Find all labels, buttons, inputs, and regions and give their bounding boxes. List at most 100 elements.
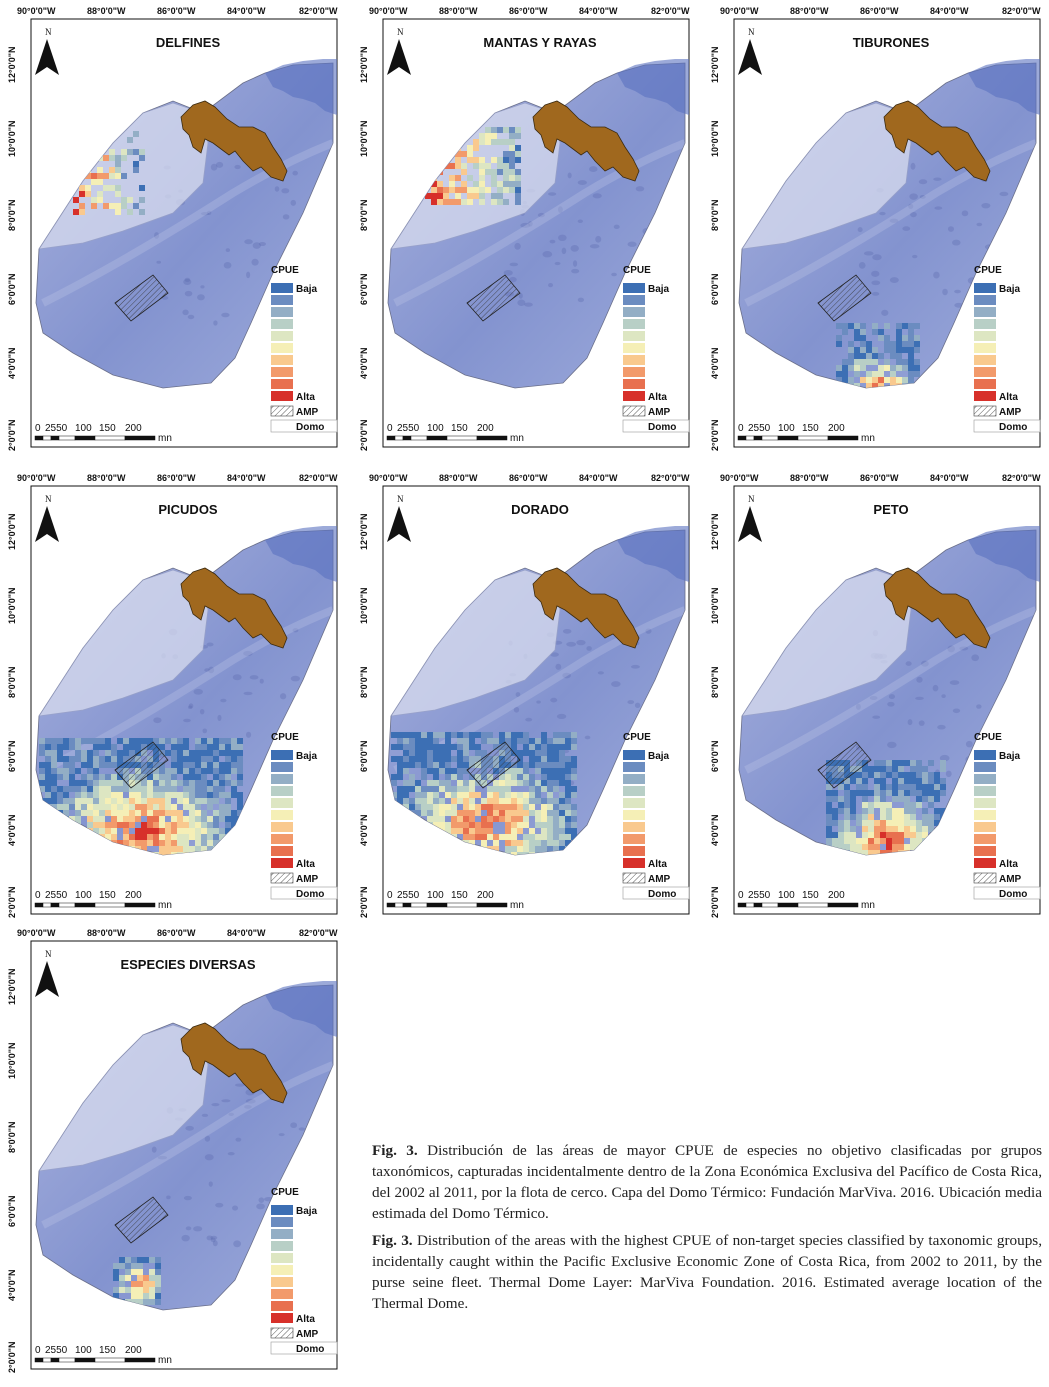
cpue-cell bbox=[880, 826, 886, 832]
cpue-cell bbox=[165, 804, 171, 810]
cpue-cell bbox=[57, 804, 63, 810]
cpue-cell bbox=[433, 768, 439, 774]
cpue-cell bbox=[872, 383, 878, 388]
cpue-cell bbox=[896, 353, 902, 359]
legend-swatch bbox=[623, 343, 645, 353]
scale-tick-label: 100 bbox=[75, 890, 92, 901]
cpue-cell bbox=[559, 810, 565, 816]
cpue-cell bbox=[201, 750, 207, 756]
cpue-cell bbox=[880, 778, 886, 784]
cpue-cell bbox=[872, 371, 878, 377]
cpue-cell bbox=[159, 834, 165, 840]
scale-tick-label: 100 bbox=[778, 890, 795, 901]
cpue-cell bbox=[904, 802, 910, 808]
cpue-cell bbox=[854, 371, 860, 377]
cpue-cell bbox=[868, 790, 874, 796]
cpue-cell bbox=[902, 377, 908, 383]
lon-tick-label: 90°0'0"W bbox=[720, 6, 759, 16]
cpue-cell bbox=[171, 786, 177, 792]
cpue-cell bbox=[565, 732, 571, 738]
cpue-cell bbox=[553, 768, 559, 774]
legend-swatch bbox=[623, 774, 645, 784]
lon-tick-label: 88°0'0"W bbox=[790, 473, 829, 483]
cpue-cell bbox=[103, 185, 109, 191]
cpue-cell bbox=[451, 816, 457, 822]
cpue-cell bbox=[832, 796, 838, 802]
cpue-cell bbox=[409, 780, 415, 786]
cpue-cell bbox=[487, 816, 493, 822]
cpue-cell bbox=[874, 766, 880, 772]
cpue-cell bbox=[79, 191, 85, 197]
scale-segment bbox=[50, 902, 60, 908]
cpue-cell bbox=[137, 1263, 143, 1269]
cpue-cell bbox=[487, 786, 493, 792]
cpue-cell bbox=[928, 772, 934, 778]
cpue-cell bbox=[872, 347, 878, 353]
legend-swatch bbox=[271, 1313, 293, 1323]
cpue-cell bbox=[105, 822, 111, 828]
cpue-cell bbox=[207, 744, 213, 750]
cpue-cell bbox=[183, 786, 189, 792]
cpue-cell bbox=[892, 766, 898, 772]
legend-amp-label: AMP bbox=[648, 874, 671, 885]
legend-swatch bbox=[271, 283, 293, 293]
lat-tick-label: 6°0'0"N bbox=[7, 273, 17, 305]
legend-swatch bbox=[271, 798, 293, 808]
cpue-cell bbox=[497, 169, 503, 175]
cpue-cell bbox=[219, 792, 225, 798]
cpue-cell bbox=[391, 732, 397, 738]
cpue-cell bbox=[928, 826, 934, 832]
cpue-cell bbox=[445, 738, 451, 744]
cpue-cell bbox=[505, 846, 511, 852]
cpue-cell bbox=[73, 197, 79, 203]
cpue-cell bbox=[433, 792, 439, 798]
cpue-cell bbox=[457, 762, 463, 768]
cpue-cell bbox=[189, 798, 195, 804]
cpue-cell bbox=[141, 810, 147, 816]
seamount-mark bbox=[509, 262, 519, 267]
legend-low-label: Baja bbox=[648, 284, 670, 295]
cpue-cell bbox=[880, 820, 886, 826]
cpue-cell bbox=[850, 790, 856, 796]
cpue-cell bbox=[63, 738, 69, 744]
cpue-cell bbox=[165, 798, 171, 804]
cpue-cell bbox=[225, 780, 231, 786]
cpue-cell bbox=[177, 792, 183, 798]
seamount-mark bbox=[947, 226, 955, 232]
cpue-cell bbox=[451, 792, 457, 798]
cpue-cell bbox=[505, 810, 511, 816]
legend-high-label: Alta bbox=[296, 859, 315, 870]
cpue-cell bbox=[559, 798, 565, 804]
cpue-cell bbox=[177, 750, 183, 756]
cpue-cell bbox=[189, 762, 195, 768]
scale-segment bbox=[745, 902, 755, 908]
cpue-cell bbox=[451, 744, 457, 750]
cpue-cell bbox=[898, 784, 904, 790]
cpue-cell bbox=[427, 732, 433, 738]
cpue-cell bbox=[415, 804, 421, 810]
cpue-cell bbox=[898, 796, 904, 802]
cpue-cell bbox=[397, 732, 403, 738]
cpue-cell bbox=[908, 323, 914, 329]
seamount-mark bbox=[919, 195, 926, 199]
seamount-mark bbox=[558, 206, 563, 213]
seamount-mark bbox=[281, 188, 290, 194]
cpue-cell bbox=[165, 852, 171, 855]
cpue-cell bbox=[57, 786, 63, 792]
cpue-cell bbox=[860, 359, 866, 365]
cpue-cell bbox=[159, 804, 165, 810]
cpue-cell bbox=[916, 772, 922, 778]
cpue-cell bbox=[850, 826, 856, 832]
cpue-cell bbox=[85, 191, 91, 197]
cpue-cell bbox=[866, 353, 872, 359]
seamount-mark bbox=[153, 717, 162, 724]
cpue-cell bbox=[153, 798, 159, 804]
cpue-cell bbox=[437, 193, 443, 199]
cpue-cell bbox=[131, 1263, 137, 1269]
cpue-cell bbox=[571, 738, 577, 744]
cpue-cell bbox=[826, 820, 832, 826]
cpue-cell bbox=[195, 768, 201, 774]
cpue-cell bbox=[119, 1257, 125, 1263]
